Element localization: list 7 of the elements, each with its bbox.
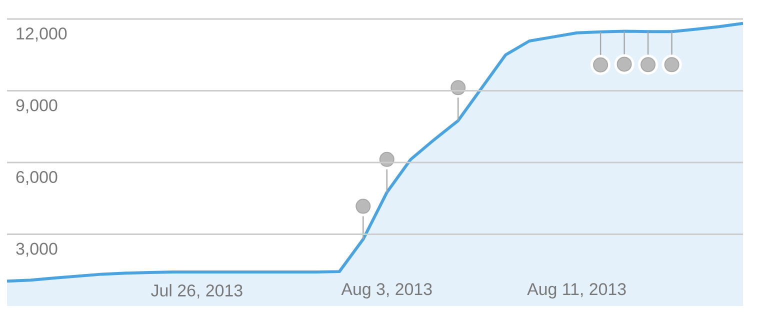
y-tick-label: 6,000 <box>16 171 58 186</box>
y-tick-label: 9,000 <box>16 99 58 114</box>
y-tick-label: 12,000 <box>16 28 67 42</box>
y-tick-label: 3,000 <box>16 242 58 257</box>
x-tick-label: Jul 26, 2013 <box>151 284 242 298</box>
x-tick-label: Aug 3, 2013 <box>341 283 432 298</box>
x-tick-label: Aug 11, 2013 <box>527 283 626 298</box>
